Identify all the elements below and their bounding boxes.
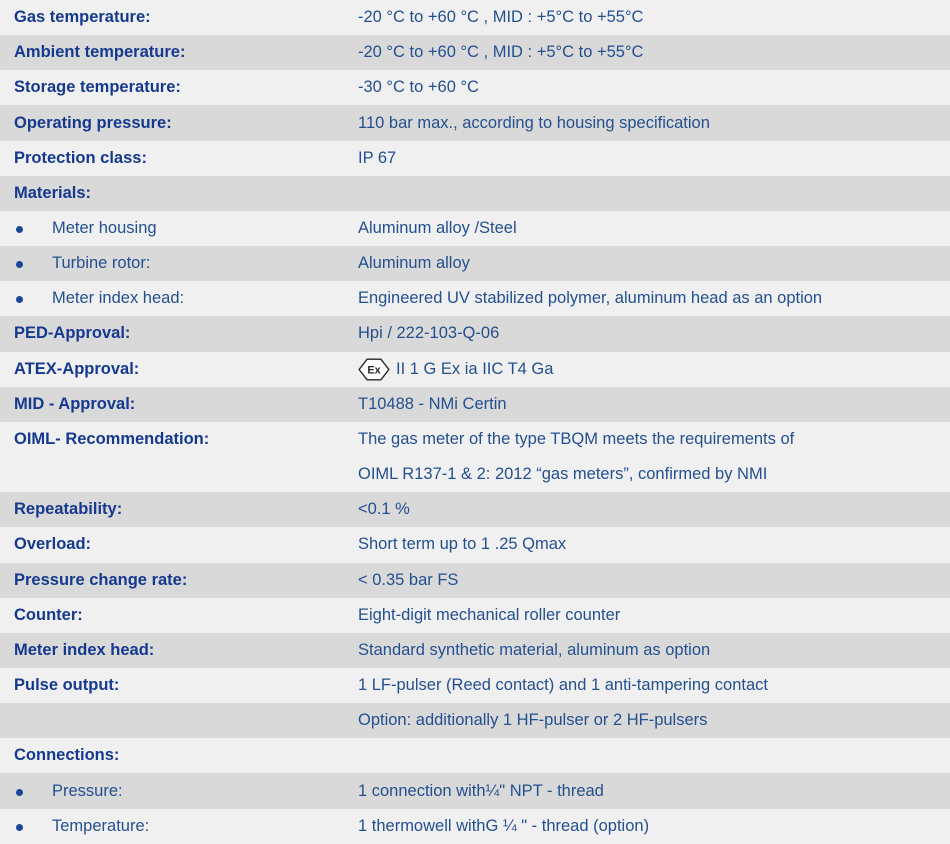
svg-text:Ex: Ex bbox=[367, 364, 380, 376]
